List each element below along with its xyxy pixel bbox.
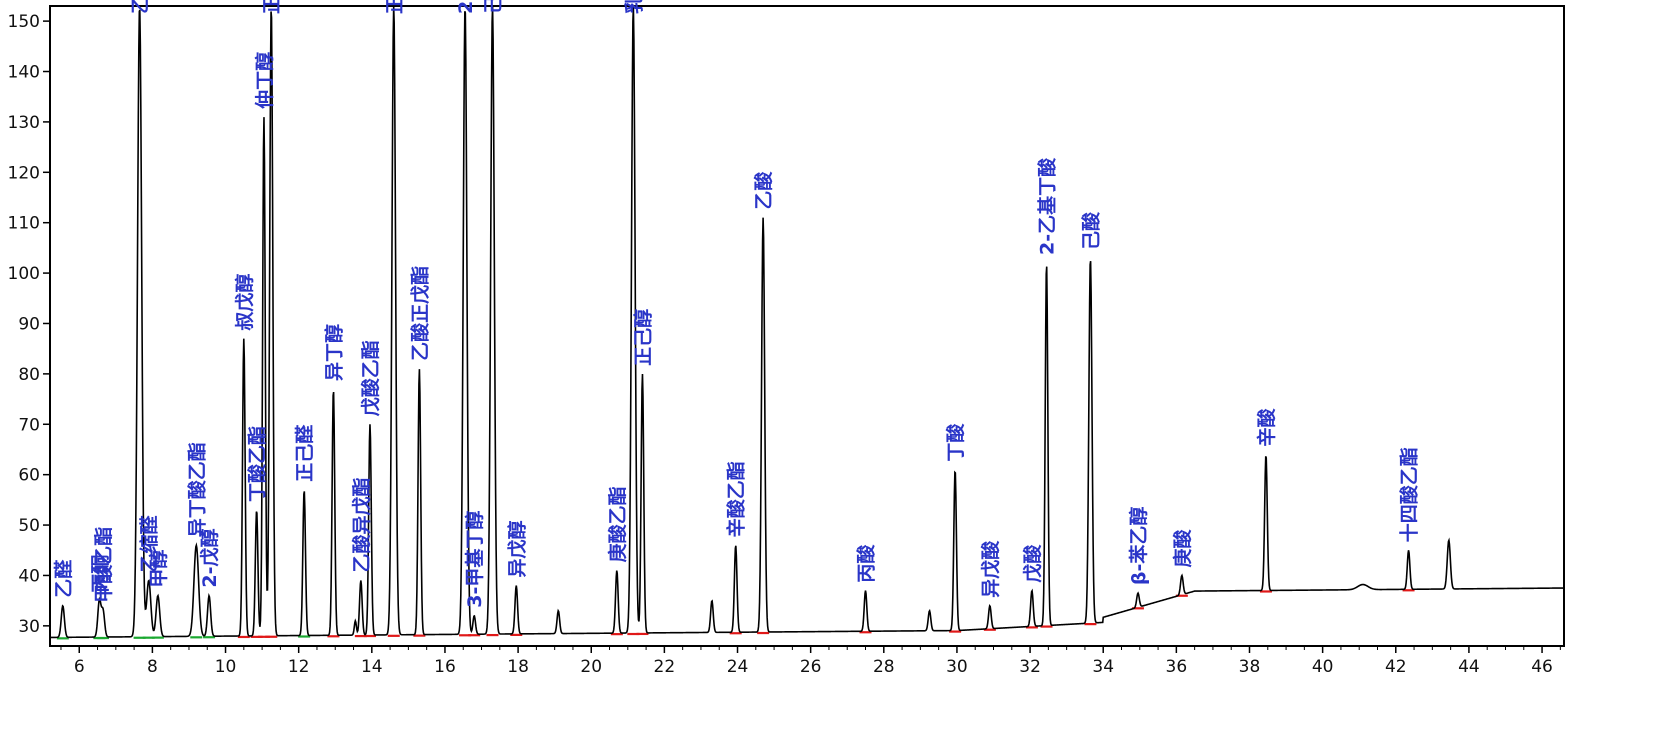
- x-tick-label: 6: [74, 657, 85, 677]
- x-tick-label: 16: [434, 657, 456, 677]
- peak-label: 异戊醇: [505, 521, 528, 578]
- y-tick-label: 60: [18, 466, 40, 486]
- x-tick-label: 28: [873, 657, 895, 677]
- peak-label: 乙酸异戊酯: [350, 477, 373, 572]
- peak-label: 十四酸乙酯: [1398, 447, 1421, 542]
- peak-label: 异丁酸乙酯: [185, 442, 208, 537]
- peak-label: 叔戊醇: [233, 274, 256, 331]
- peak-label: 乙醛: [52, 559, 75, 598]
- y-tick-label: 50: [18, 516, 40, 536]
- y-tick-label: 140: [8, 63, 40, 83]
- peak-label: 3-甲基丁醇: [463, 511, 486, 608]
- peak-label: 丙酮: [89, 555, 111, 593]
- peak-label: 正己醛: [293, 424, 316, 482]
- x-tick-label: 30: [946, 657, 968, 677]
- x-tick-label: 38: [1239, 657, 1261, 677]
- peak-label: 仲丁醇: [253, 52, 276, 109]
- y-tick-label: 120: [8, 163, 40, 183]
- peak-label: 甲醇: [147, 550, 170, 588]
- peak-label: 辛酸: [1255, 408, 1278, 447]
- peak-label: 戊酸乙酯: [359, 340, 382, 416]
- peak-label: 己酸乙酯: [481, 0, 504, 14]
- peak-label: 戊酸: [1021, 544, 1044, 583]
- x-tick-label: 32: [1019, 657, 1041, 677]
- x-tick-label: 14: [361, 657, 383, 677]
- y-tick-label: 40: [18, 566, 40, 586]
- peak-label: 乙酸乙酯: [129, 0, 152, 14]
- y-axis: 30 40 50 60 70 80 90 100 110 120 130 140 150: [8, 12, 50, 637]
- x-tick-label: 12: [288, 657, 310, 677]
- peak-label: 乙酸正戊酯: [408, 266, 431, 361]
- x-tick-label: 20: [580, 657, 602, 677]
- peak-label: 正丁醇: [383, 0, 406, 14]
- peak-label: 乳酸乙酯: [622, 0, 645, 14]
- peak-label: β-苯乙醇: [1127, 507, 1150, 586]
- peak-label: 丙酸: [855, 544, 878, 583]
- x-tick-label: 34: [1092, 657, 1114, 677]
- y-tick-label: 130: [8, 113, 40, 133]
- x-tick-label: 10: [215, 657, 237, 677]
- peak-label: 甲酸乙酯: [92, 527, 115, 603]
- peak-label: 丁酸乙酯: [246, 426, 269, 502]
- x-axis: 6 8 10 12 14 16 18 20 22 24 26 28 30 32 34 36 38 40 42 44 46: [60, 646, 1561, 677]
- x-tick-label: 40: [1312, 657, 1334, 677]
- peak-labels: 乙醛丙酮甲酸乙酯乙酸乙酯乙缩醛甲醇异丁酸乙酯2-戊醇叔戊醇丁酸乙酯仲丁醇正丙醇正…: [52, 0, 1421, 608]
- x-tick-label: 26: [800, 657, 822, 677]
- x-tick-label: 44: [1458, 657, 1480, 677]
- peak-label: 2-戊醇: [198, 528, 221, 587]
- y-tick-label: 70: [18, 415, 40, 435]
- peak-label: 2-乙基丁酸: [1036, 157, 1059, 255]
- peak-label: 辛酸乙酯: [725, 461, 748, 537]
- x-tick-label: 24: [727, 657, 749, 677]
- y-tick-label: 100: [8, 264, 40, 284]
- x-tick-label: 46: [1531, 657, 1553, 677]
- peak-label: 庚酸: [1171, 528, 1194, 567]
- x-tick-label: 36: [1166, 657, 1188, 677]
- peak-label: 异丁醇: [322, 324, 345, 381]
- y-tick-label: 30: [18, 617, 40, 637]
- x-tick-label: 42: [1385, 657, 1407, 677]
- peak-label: 正己醇: [631, 309, 654, 366]
- chromatogram-trace: [50, 6, 1564, 639]
- y-tick-label: 80: [18, 365, 40, 385]
- peak-label: 正丙醇: [260, 0, 283, 14]
- peak-label: 2-甲基丁醇: [454, 0, 477, 14]
- y-tick-label: 110: [8, 214, 40, 234]
- y-tick-label: 150: [8, 12, 40, 32]
- peak-label: 乙缩醛: [138, 514, 161, 572]
- peak-label: 庚酸乙酯: [606, 486, 629, 562]
- y-tick-label: 90: [18, 314, 40, 334]
- peak-label: 异戊酸: [979, 540, 1002, 598]
- x-tick-label: 22: [654, 657, 676, 677]
- peak-label: 丁酸: [944, 423, 967, 462]
- x-tick-label: 18: [507, 657, 529, 677]
- plot-area: [49, 5, 1565, 647]
- peak-label: 己酸: [1079, 211, 1102, 250]
- x-tick-label: 8: [147, 657, 158, 677]
- peak-label: 乙酸: [752, 171, 775, 210]
